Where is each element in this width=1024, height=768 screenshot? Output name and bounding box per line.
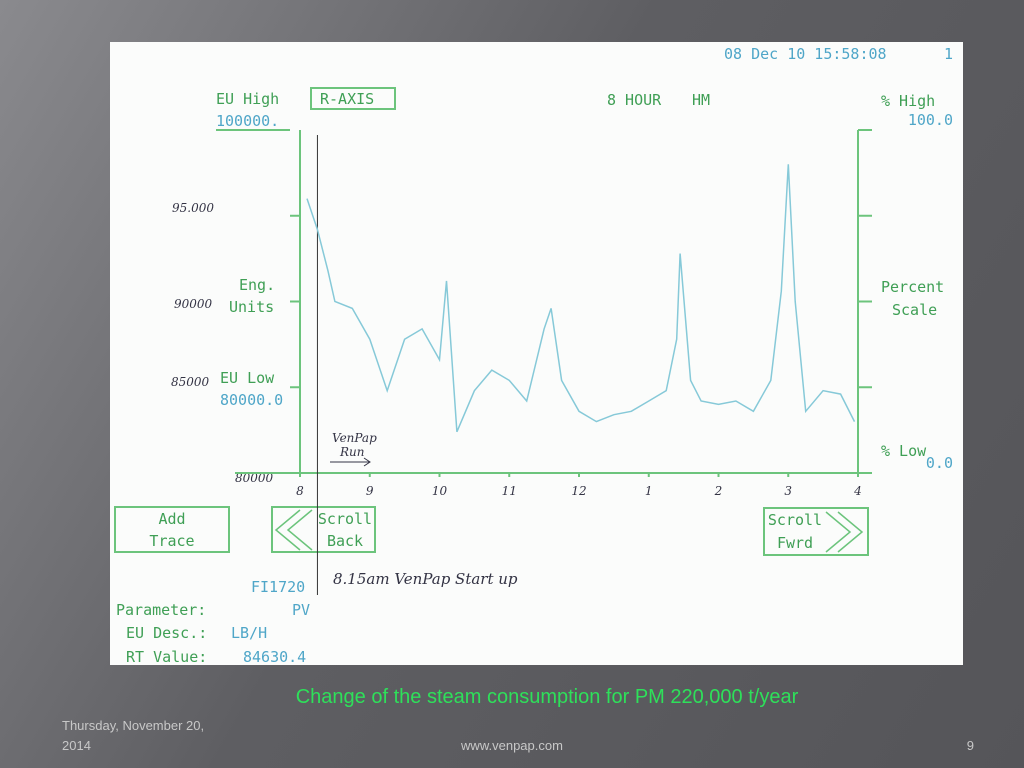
chevron [825, 511, 864, 553]
y-tick-label: 100.0 [908, 111, 953, 129]
x-tick-label: 3 [784, 484, 792, 498]
caption: Change of the steam consumption for PM 2… [296, 686, 799, 708]
x-tick-label: 4 [853, 484, 862, 498]
button-label: Fwrd [777, 534, 813, 552]
handwritten-run: Run [339, 445, 365, 459]
percent-low-label: % Low [881, 442, 927, 460]
eu-low-value: 80000.0 [220, 391, 283, 409]
footer-date: 2014 [62, 738, 91, 753]
chart-title: 8 HOUR [607, 91, 662, 109]
param-value: 84630.4 [243, 648, 306, 666]
handwritten-note: 8.15am VenPap Start up [333, 570, 518, 588]
param-label: EU Desc.: [126, 624, 207, 642]
handwritten-value: 90000 [174, 297, 213, 311]
x-tick-label: 11 [502, 484, 517, 498]
button [271, 506, 376, 553]
percent-label: Percent [881, 278, 944, 296]
footer-site: www.venpap.com [460, 738, 563, 753]
footer-date: Thursday, November 20, [62, 718, 204, 733]
chevron [274, 509, 313, 551]
param-label: Parameter: [116, 601, 206, 619]
chart-title-suffix: HM [692, 91, 710, 109]
run-arrow [330, 457, 371, 467]
handwritten-value: 95.000 [172, 201, 214, 215]
handwritten-value: 80000 [235, 471, 274, 485]
trend-line [306, 164, 856, 433]
timestamp: 08 Dec 10 15:58:08 [724, 45, 887, 63]
tag: FI1720 [251, 578, 305, 596]
x-tick-label: 8 [296, 484, 304, 498]
screen [110, 42, 963, 665]
eu-low-label: EU Low [220, 369, 275, 387]
button-label: Scroll [768, 511, 822, 529]
button-label: Trace [149, 532, 194, 550]
axis-button: R-AXIS [320, 90, 374, 108]
button [114, 506, 230, 553]
handwritten-run: VenPap [332, 431, 377, 445]
eng-label: Eng. [239, 276, 275, 294]
eu-high-value: 100000. [216, 112, 279, 130]
units-label: Units [229, 298, 274, 316]
button-label: Add [158, 510, 185, 528]
param-label: RT Value: [126, 648, 207, 666]
button-label: Back [327, 532, 363, 550]
button-label: Scroll [318, 510, 372, 528]
x-tick-label: 12 [571, 484, 586, 498]
x-tick-label: 2 [714, 484, 723, 498]
y-tick-label: 0.0 [926, 454, 953, 472]
x-tick-label: 9 [366, 484, 374, 498]
button [763, 507, 869, 556]
param-value: PV [292, 601, 310, 619]
eu-high-label: EU High [216, 90, 279, 108]
param-value: LB/H [231, 624, 267, 642]
handwritten-value: 85000 [171, 375, 210, 389]
percent-high-label: % High [881, 92, 935, 110]
page-number: 1 [944, 45, 953, 63]
scale-label: Scale [892, 301, 937, 319]
footer-slide: 9 [967, 738, 974, 753]
x-tick-label: 10 [432, 484, 448, 498]
axis-button-frame [310, 87, 396, 110]
x-tick-label: 1 [645, 484, 653, 498]
